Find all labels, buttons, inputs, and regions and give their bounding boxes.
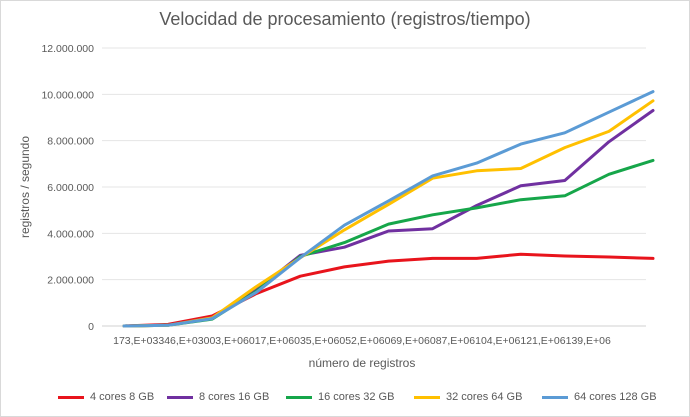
legend-swatch <box>414 395 440 399</box>
series-line <box>122 158 655 328</box>
legend: 4 cores 8 GB 8 cores 16 GB 16 cores 32 GB 3… <box>0 388 690 406</box>
x-axis-tick-labels: 173,E+03346,E+03003,E+06017,E+06035,E+06… <box>113 335 611 347</box>
y-tick-label: 4.000.000 <box>47 228 94 240</box>
legend-label: 32 cores 64 GB <box>446 391 523 403</box>
legend-item: 8 cores 16 GB <box>167 388 269 406</box>
legend-label: 64 cores 128 GB <box>574 391 657 403</box>
y-axis-ticks: 0 2.000.000 4.000.000 6.000.000 8.000.000 10.… <box>41 43 94 333</box>
y-axis-title: registros / segundo <box>18 136 32 238</box>
y-tick-label: 10.000.000 <box>41 89 94 101</box>
legend-swatch <box>167 395 193 399</box>
series-lines <box>122 90 655 328</box>
y-tick-label: 6.000.000 <box>47 182 94 194</box>
legend-item: 4 cores 8 GB <box>58 388 154 406</box>
y-tick-label: 0 <box>88 321 94 333</box>
y-tick-label: 12.000.000 <box>41 43 94 55</box>
legend-label: 8 cores 16 GB <box>199 391 270 403</box>
chart-title: Velocidad de procesamiento (registros/ti… <box>159 9 531 29</box>
series-line <box>122 99 655 328</box>
legend-swatch <box>542 395 568 399</box>
legend-label: 4 cores 8 GB <box>90 391 155 403</box>
legend-swatch <box>58 395 84 399</box>
legend-item: 32 cores 64 GB <box>414 388 522 406</box>
series-line <box>122 90 655 328</box>
y-tick-label: 8.000.000 <box>47 136 94 148</box>
legend-label: 16 cores 32 GB <box>318 391 395 403</box>
y-tick-label: 2.000.000 <box>47 275 94 287</box>
legend-item: 16 cores 32 GB <box>286 388 394 406</box>
legend-item: 64 cores 128 GB <box>542 388 657 406</box>
series-line <box>122 252 655 328</box>
x-axis-title: número de registros <box>309 356 416 370</box>
legend-swatch <box>286 395 312 399</box>
gridlines <box>102 47 646 327</box>
